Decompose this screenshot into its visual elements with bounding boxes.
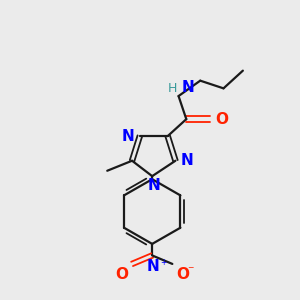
Text: $^-$: $^-$ <box>185 266 195 275</box>
Text: O: O <box>215 112 228 127</box>
Text: $^+$: $^+$ <box>159 259 168 269</box>
Text: O: O <box>176 267 189 282</box>
Text: N: N <box>147 178 160 193</box>
Text: H: H <box>168 82 177 94</box>
Text: N: N <box>147 259 159 274</box>
Text: N: N <box>181 153 194 168</box>
Text: N: N <box>122 129 134 144</box>
Text: N: N <box>182 80 194 94</box>
Text: O: O <box>115 267 128 282</box>
